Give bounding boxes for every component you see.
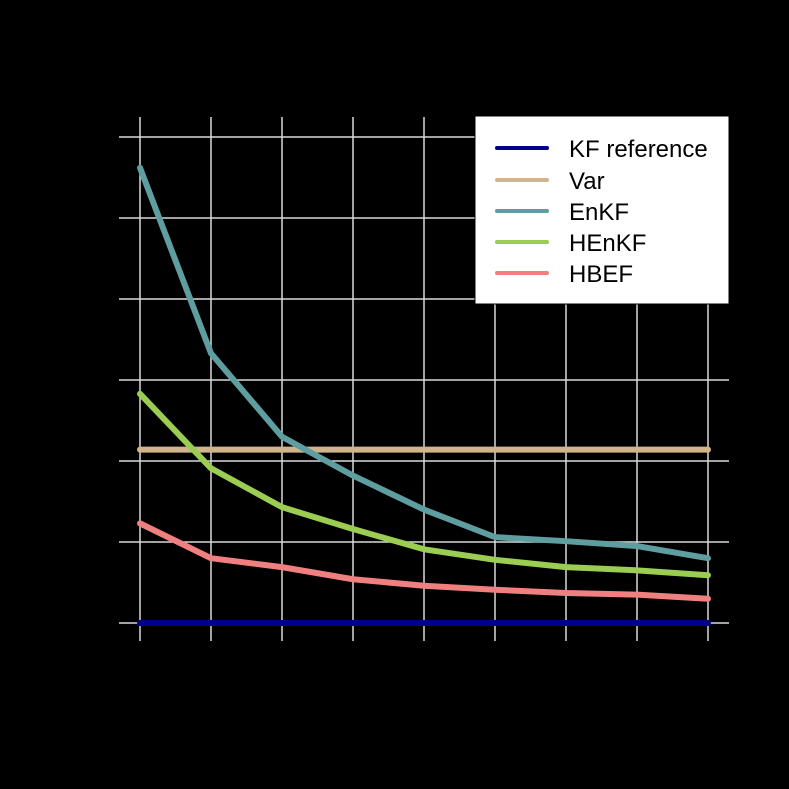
legend-item-henkf: HEnKF <box>495 230 646 257</box>
legend-item-hbef: HBEF <box>495 261 633 288</box>
series-line-henkf <box>137 390 711 579</box>
legend-item-kf-reference: KF reference <box>495 136 708 163</box>
legend-label-enkf: EnKF <box>569 199 629 226</box>
data-series <box>137 164 711 626</box>
series-line-enkf <box>137 164 711 562</box>
series-line-hbef <box>137 520 711 602</box>
legend: KF reference Var EnKF HEnKF HBEF <box>474 115 730 305</box>
legend-label-kf-reference: KF reference <box>569 136 708 163</box>
legend-label-henkf: HEnKF <box>569 230 646 257</box>
legend-label-var: Var <box>569 168 605 195</box>
legend-label-hbef: HBEF <box>569 261 633 288</box>
legend-item-var: Var <box>495 168 605 195</box>
legend-item-enkf: EnKF <box>495 199 629 226</box>
